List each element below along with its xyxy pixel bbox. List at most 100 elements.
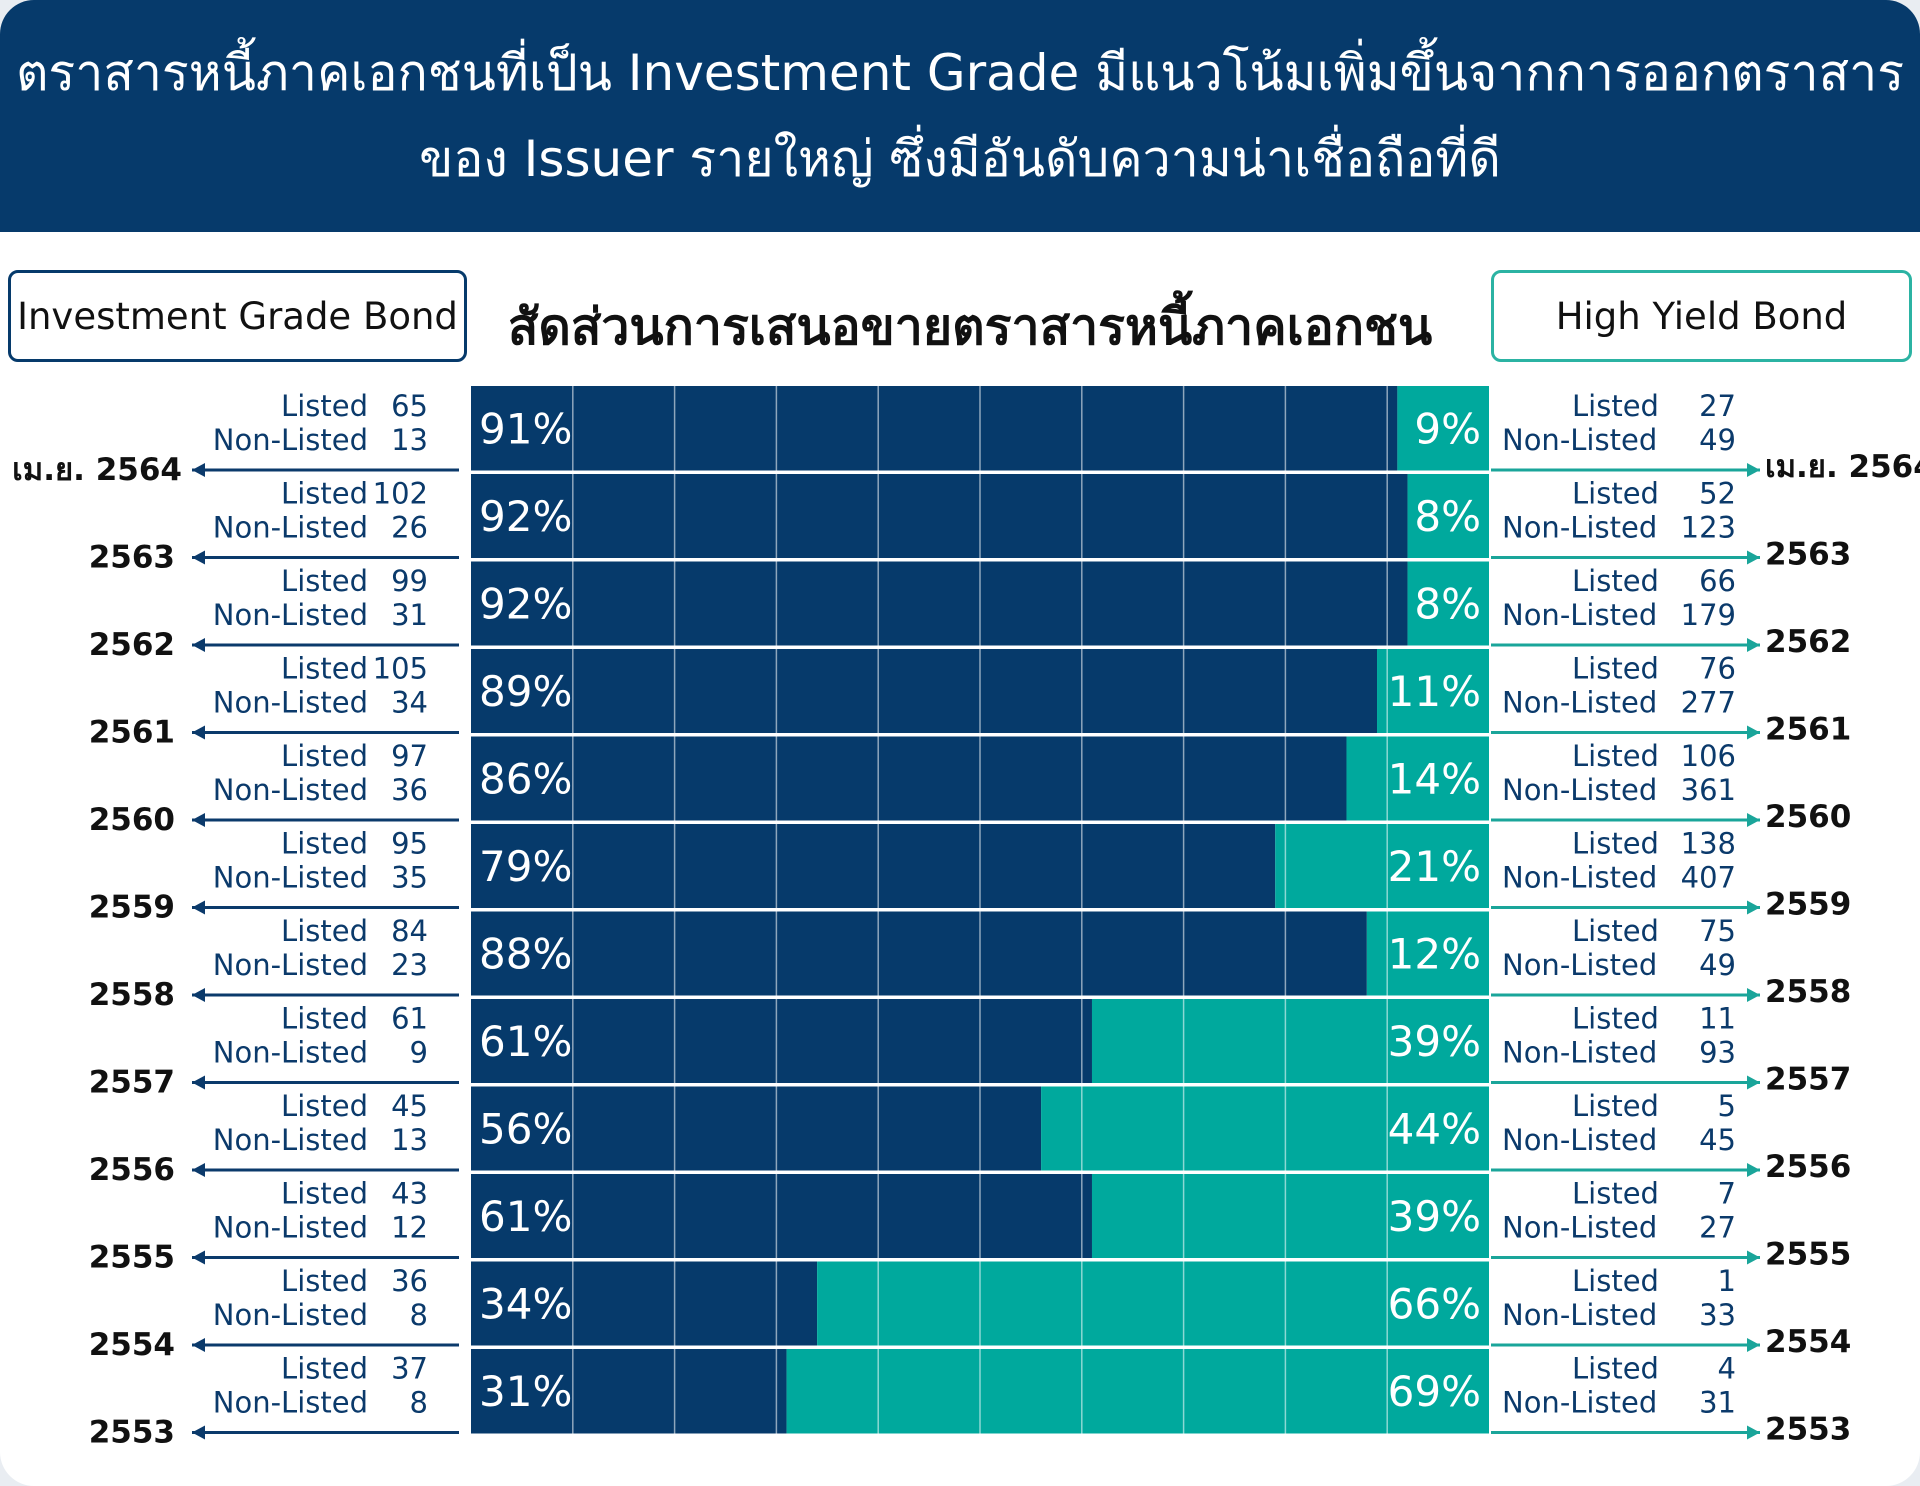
ig-non-listed-label: Non-Listed (213, 1298, 368, 1332)
ig-listed-value: 97 (391, 739, 428, 773)
ig-listed-label: Listed (281, 1002, 368, 1036)
category-label-right: 2553 (1765, 1412, 1851, 1448)
category-label-right: 2558 (1765, 974, 1851, 1010)
category-label-left: 2558 (89, 977, 175, 1013)
hy-non-listed-label: Non-Listed (1502, 1123, 1657, 1157)
hy-non-listed-value: 407 (1681, 861, 1736, 895)
category-label-left: เม.ย. 2564 (12, 452, 182, 488)
data-label-investment-grade: 86% (479, 755, 572, 804)
ig-non-listed-label: Non-Listed (213, 773, 368, 807)
category-label-left: 2553 (89, 1415, 175, 1451)
hy-listed-label: Listed (1572, 914, 1659, 948)
ig-listed-label: Listed (281, 914, 368, 948)
ig-listed-label: Listed (281, 1089, 368, 1123)
ig-listed-label: Listed (281, 1264, 368, 1298)
category-label-left: 2555 (89, 1240, 175, 1276)
arrow-left-head (192, 1250, 205, 1265)
ig-non-listed-value: 23 (391, 948, 428, 982)
hy-listed-label: Listed (1572, 477, 1659, 511)
hy-listed-label: Listed (1572, 1264, 1659, 1298)
hy-non-listed-value: 33 (1699, 1298, 1736, 1332)
bar-high-yield (786, 1348, 1489, 1434)
data-label-high-yield: 11% (1388, 667, 1481, 716)
data-label-high-yield: 8% (1414, 580, 1481, 629)
arrow-left-head (192, 813, 205, 827)
data-label-high-yield: 21% (1388, 842, 1481, 891)
category-label-left: 2557 (89, 1065, 175, 1101)
data-label-investment-grade: 88% (479, 930, 572, 979)
ig-non-listed-label: Non-Listed (213, 861, 368, 895)
ig-listed-label: Listed (281, 652, 368, 686)
header-title-line-2: ของ Issuer รายใหญ่ ซึ่งมีอันดับความน่าเช… (419, 130, 1501, 188)
bar-investment-grade (471, 1261, 818, 1346)
ig-listed-label: Listed (281, 1177, 368, 1211)
ig-listed-value: 65 (391, 389, 428, 423)
data-label-high-yield: 39% (1388, 1192, 1481, 1241)
arrow-left-head (192, 463, 205, 477)
ig-listed-value: 37 (391, 1352, 428, 1386)
ig-listed-value: 105 (373, 652, 428, 686)
ig-listed-value: 99 (391, 564, 428, 598)
arrow-left-head (192, 638, 205, 652)
hy-listed-value: 66 (1699, 564, 1736, 598)
category-label-left: 2554 (89, 1327, 175, 1363)
arrow-right-head (1747, 463, 1760, 477)
ig-listed-label: Listed (281, 739, 368, 773)
ig-non-listed-value: 26 (391, 511, 428, 545)
category-label-left: 2556 (89, 1152, 175, 1188)
hy-non-listed-value: 45 (1699, 1123, 1736, 1157)
bar-high-yield (1091, 998, 1489, 1084)
hy-listed-value: 106 (1681, 739, 1736, 773)
bar-high-yield (817, 1261, 1489, 1346)
hy-listed-value: 5 (1718, 1089, 1736, 1123)
arrow-left-head (192, 1163, 205, 1177)
legend-investment-grade: Investment Grade Bond (8, 270, 467, 362)
ig-listed-label: Listed (281, 389, 368, 423)
bar-investment-grade (471, 561, 1408, 646)
ig-non-listed-value: 9 (410, 1036, 428, 1070)
bar-high-yield (1041, 1086, 1489, 1171)
data-label-investment-grade: 61% (479, 1017, 572, 1066)
arrow-left-head (192, 988, 205, 1002)
category-label-right: 2556 (1765, 1149, 1851, 1185)
hy-non-listed-label: Non-Listed (1502, 861, 1657, 895)
ig-non-listed-label: Non-Listed (213, 1386, 368, 1420)
data-label-investment-grade: 92% (479, 492, 572, 541)
ig-non-listed-value: 36 (391, 773, 428, 807)
category-label-right: เม.ย. 2564 (1765, 449, 1920, 485)
bar-investment-grade (471, 648, 1378, 734)
data-label-high-yield: 14% (1388, 755, 1481, 804)
data-label-high-yield: 12% (1388, 930, 1481, 979)
hy-listed-label: Listed (1572, 739, 1659, 773)
hy-listed-label: Listed (1572, 652, 1659, 686)
data-label-investment-grade: 31% (479, 1367, 572, 1416)
category-label-right: 2554 (1765, 1324, 1851, 1360)
ig-listed-value: 36 (391, 1264, 428, 1298)
hy-listed-value: 4 (1718, 1352, 1736, 1386)
bar-investment-grade (471, 998, 1092, 1084)
hy-non-listed-value: 49 (1699, 423, 1736, 457)
header-title-line-1: ตราสารหนี้ภาคเอกชนที่เป็น Investment Gra… (15, 44, 1905, 102)
hy-listed-value: 76 (1699, 652, 1736, 686)
arrow-left-head (192, 1075, 205, 1090)
category-label-right: 2561 (1765, 712, 1851, 748)
hy-listed-value: 1 (1718, 1264, 1736, 1298)
ig-non-listed-value: 13 (391, 423, 428, 457)
arrow-right-head (1747, 900, 1760, 915)
ig-listed-value: 95 (391, 827, 428, 861)
bar-high-yield (1275, 823, 1489, 909)
category-label-right: 2555 (1765, 1237, 1851, 1273)
ig-non-listed-label: Non-Listed (213, 1211, 368, 1245)
header-banner: ตราสารหนี้ภาคเอกชนที่เป็น Investment Gra… (0, 0, 1920, 232)
data-label-investment-grade: 61% (479, 1192, 572, 1241)
bar-investment-grade (471, 1173, 1092, 1259)
ig-listed-label: Listed (281, 827, 368, 861)
arrow-right-head (1747, 813, 1760, 827)
hy-listed-value: 75 (1699, 914, 1736, 948)
hy-listed-value: 52 (1699, 477, 1736, 511)
ig-non-listed-value: 31 (391, 598, 428, 632)
data-label-high-yield: 44% (1388, 1105, 1481, 1154)
bar-investment-grade (471, 911, 1367, 996)
hy-listed-value: 138 (1681, 827, 1736, 861)
